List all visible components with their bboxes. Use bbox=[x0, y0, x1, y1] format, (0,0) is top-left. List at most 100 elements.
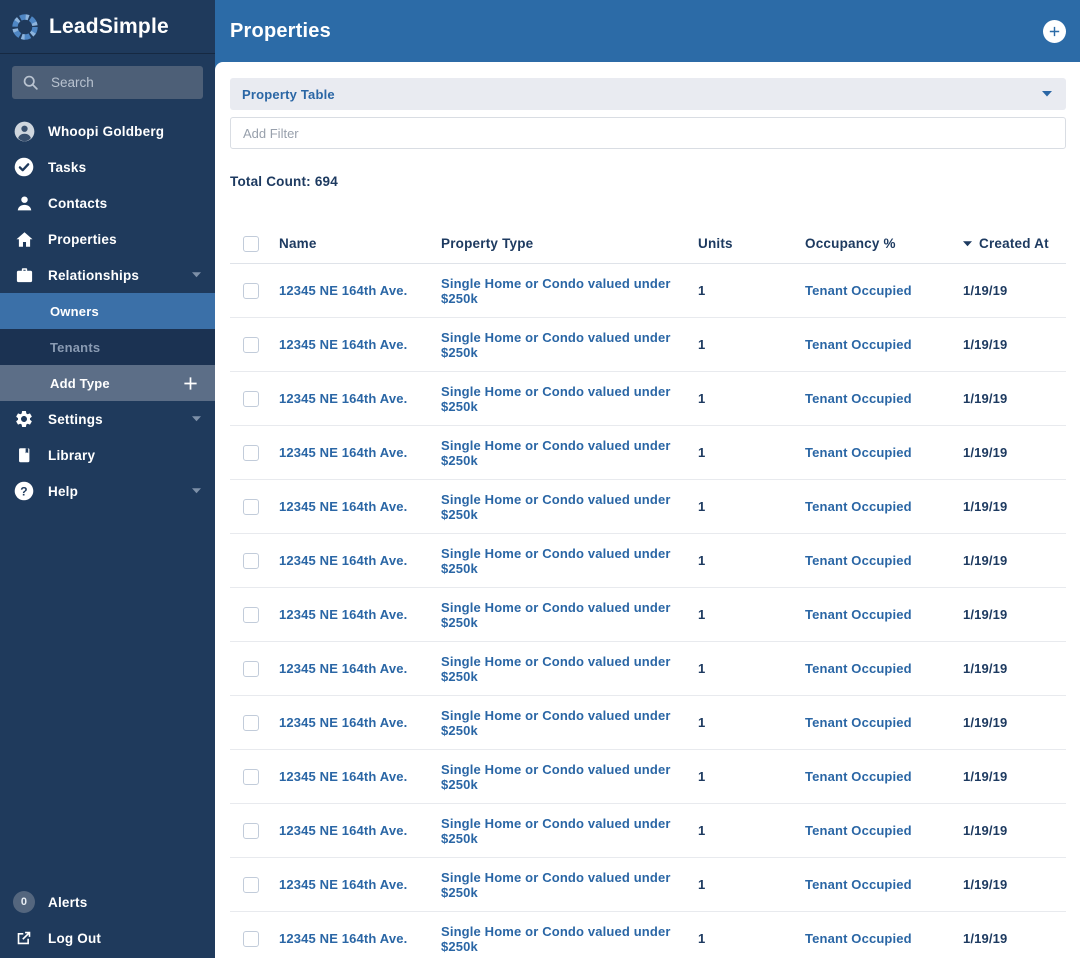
header-checkbox-cell bbox=[230, 235, 279, 252]
property-type-link[interactable]: Single Home or Condo valued under $250k bbox=[441, 707, 671, 738]
property-type-link[interactable]: Single Home or Condo valued under $250k bbox=[441, 491, 671, 522]
row-checkbox[interactable] bbox=[243, 444, 259, 461]
row-checkbox[interactable] bbox=[243, 552, 259, 569]
row-checkbox[interactable] bbox=[243, 336, 259, 353]
column-header-name[interactable]: Name bbox=[279, 236, 317, 251]
occupancy-link[interactable]: Tenant Occupied bbox=[805, 769, 912, 784]
filter-input[interactable] bbox=[230, 117, 1066, 149]
sidebar-item-label: Settings bbox=[48, 411, 103, 427]
sidebar-item-label: Contacts bbox=[48, 195, 108, 211]
row-checkbox-cell bbox=[230, 660, 279, 677]
property-name-link[interactable]: 12345 NE 164th Ave. bbox=[279, 391, 408, 406]
sidebar-item-relationships[interactable]: Relationships bbox=[0, 257, 215, 293]
sidebar-item-logout[interactable]: Log Out bbox=[0, 920, 215, 956]
occupancy-link[interactable]: Tenant Occupied bbox=[805, 823, 912, 838]
column-header-property-type[interactable]: Property Type bbox=[441, 236, 534, 251]
row-checkbox[interactable] bbox=[243, 822, 259, 839]
row-checkbox-cell bbox=[230, 606, 279, 623]
occupancy-link[interactable]: Tenant Occupied bbox=[805, 661, 912, 676]
property-name-link[interactable]: 12345 NE 164th Ave. bbox=[279, 607, 408, 622]
occupancy-link[interactable]: Tenant Occupied bbox=[805, 337, 912, 352]
sidebar-nav: Whoopi Goldberg Tasks Contacts Properties Re… bbox=[0, 113, 215, 293]
property-name-link[interactable]: 12345 NE 164th Ave. bbox=[279, 283, 408, 298]
row-checkbox[interactable] bbox=[243, 498, 259, 515]
property-type-link[interactable]: Single Home or Condo valued under $250k bbox=[441, 653, 671, 684]
sidebar-subnav: Owners Tenants Add Type bbox=[0, 293, 215, 401]
created-at-cell: 1/19/19 bbox=[963, 931, 1008, 946]
occupancy-link[interactable]: Tenant Occupied bbox=[805, 445, 912, 460]
occupancy-link[interactable]: Tenant Occupied bbox=[805, 553, 912, 568]
property-type-link[interactable]: Single Home or Condo valued under $250k bbox=[441, 599, 671, 630]
property-name-link[interactable]: 12345 NE 164th Ave. bbox=[279, 769, 408, 784]
sidebar-item-tasks[interactable]: Tasks bbox=[0, 149, 215, 185]
row-checkbox[interactable] bbox=[243, 714, 259, 731]
property-type-link[interactable]: Single Home or Condo valued under $250k bbox=[441, 383, 671, 414]
sidebar-item-settings[interactable]: Settings bbox=[0, 401, 215, 437]
sidebar-bottom: 0 Alerts Log Out bbox=[0, 884, 215, 958]
sidebar-item-label: Relationships bbox=[48, 267, 140, 283]
column-header-occupancy[interactable]: Occupancy % bbox=[805, 236, 896, 251]
property-name-link[interactable]: 12345 NE 164th Ave. bbox=[279, 445, 408, 460]
property-name-link[interactable]: 12345 NE 164th Ave. bbox=[279, 715, 408, 730]
column-header-units[interactable]: Units bbox=[698, 236, 733, 251]
add-property-button[interactable] bbox=[1043, 19, 1066, 43]
property-type-link[interactable]: Single Home or Condo valued under $250k bbox=[441, 761, 671, 792]
select-all-checkbox[interactable] bbox=[243, 235, 259, 252]
property-type-link[interactable]: Single Home or Condo valued under $250k bbox=[441, 869, 671, 900]
units-cell: 1 bbox=[698, 607, 706, 622]
property-type-link[interactable]: Single Home or Condo valued under $250k bbox=[441, 275, 671, 306]
occupancy-link[interactable]: Tenant Occupied bbox=[805, 499, 912, 514]
sidebar-item-help[interactable]: ? Help bbox=[0, 473, 215, 509]
property-type-link[interactable]: Single Home or Condo valued under $250k bbox=[441, 329, 671, 360]
sidebar-subitem-tenants[interactable]: Tenants bbox=[0, 329, 215, 365]
property-name-link[interactable]: 12345 NE 164th Ave. bbox=[279, 661, 408, 676]
occupancy-link[interactable]: Tenant Occupied bbox=[805, 391, 912, 406]
view-selector[interactable]: Property Table bbox=[230, 78, 1066, 110]
sidebar-item-alerts[interactable]: 0 Alerts bbox=[0, 884, 215, 920]
sidebar-subitem-owners[interactable]: Owners bbox=[0, 293, 215, 329]
row-checkbox[interactable] bbox=[243, 390, 259, 407]
created-at-cell: 1/19/19 bbox=[963, 337, 1008, 352]
property-name-link[interactable]: 12345 NE 164th Ave. bbox=[279, 877, 408, 892]
column-header-created-at[interactable]: Created At bbox=[963, 236, 1066, 251]
help-icon: ? bbox=[12, 481, 36, 501]
sidebar-item-contacts[interactable]: Contacts bbox=[0, 185, 215, 221]
row-checkbox[interactable] bbox=[243, 606, 259, 623]
table-row: 12345 NE 164th Ave. Single Home or Condo … bbox=[230, 264, 1066, 318]
occupancy-link[interactable]: Tenant Occupied bbox=[805, 715, 912, 730]
occupancy-link[interactable]: Tenant Occupied bbox=[805, 931, 912, 946]
sidebar-subitem-add-type[interactable]: Add Type bbox=[0, 365, 215, 401]
property-type-link[interactable]: Single Home or Condo valued under $250k bbox=[441, 545, 671, 576]
property-type-link[interactable]: Single Home or Condo valued under $250k bbox=[441, 437, 671, 468]
occupancy-link[interactable]: Tenant Occupied bbox=[805, 283, 912, 298]
property-type-link[interactable]: Single Home or Condo valued under $250k bbox=[441, 815, 671, 846]
sidebar-item-library[interactable]: Library bbox=[0, 437, 215, 473]
svg-text:?: ? bbox=[20, 484, 28, 498]
property-type-link[interactable]: Single Home or Condo valued under $250k bbox=[441, 923, 671, 954]
sidebar-subitem-label: Add Type bbox=[50, 375, 110, 391]
brand[interactable]: LeadSimple bbox=[0, 0, 215, 54]
search-input[interactable]: Search bbox=[12, 66, 203, 99]
property-name-link[interactable]: 12345 NE 164th Ave. bbox=[279, 931, 408, 946]
units-cell: 1 bbox=[698, 391, 706, 406]
sidebar-item-label: Help bbox=[48, 483, 79, 499]
row-checkbox[interactable] bbox=[243, 768, 259, 785]
row-checkbox[interactable] bbox=[243, 930, 259, 947]
sidebar-item-whoopi-goldberg[interactable]: Whoopi Goldberg bbox=[0, 113, 215, 149]
row-checkbox[interactable] bbox=[243, 876, 259, 893]
occupancy-link[interactable]: Tenant Occupied bbox=[805, 877, 912, 892]
sidebar-item-properties[interactable]: Properties bbox=[0, 221, 215, 257]
table-row: 12345 NE 164th Ave. Single Home or Condo … bbox=[230, 426, 1066, 480]
property-name-link[interactable]: 12345 NE 164th Ave. bbox=[279, 337, 408, 352]
alerts-label: Alerts bbox=[48, 894, 88, 910]
row-checkbox[interactable] bbox=[243, 660, 259, 677]
property-name-link[interactable]: 12345 NE 164th Ave. bbox=[279, 823, 408, 838]
table-row: 12345 NE 164th Ave. Single Home or Condo … bbox=[230, 912, 1066, 958]
occupancy-link[interactable]: Tenant Occupied bbox=[805, 607, 912, 622]
search-icon bbox=[22, 74, 39, 91]
row-checkbox[interactable] bbox=[243, 282, 259, 299]
created-at-cell: 1/19/19 bbox=[963, 607, 1008, 622]
property-name-link[interactable]: 12345 NE 164th Ave. bbox=[279, 499, 408, 514]
property-name-link[interactable]: 12345 NE 164th Ave. bbox=[279, 553, 408, 568]
logout-icon bbox=[12, 929, 36, 947]
